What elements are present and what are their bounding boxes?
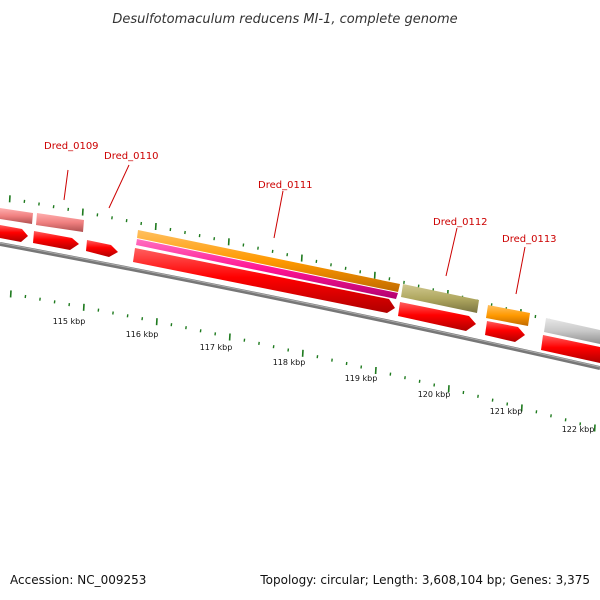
genome-backbone bbox=[0, 242, 600, 370]
gene-label-dred-0111: Dred_0111 bbox=[258, 180, 313, 191]
kbp-label: 121 kbp bbox=[490, 407, 523, 416]
gene-label-dred-0112: Dred_0112 bbox=[433, 217, 488, 228]
feature-dred-0109 bbox=[36, 213, 84, 232]
kbp-scale: 115 kbp 116 kbp 117 kbp 118 kbp 119 kbp … bbox=[53, 317, 595, 434]
kbp-label: 122 kbp bbox=[562, 425, 595, 434]
feature-dred-0111-orange bbox=[137, 230, 400, 292]
cds-arrow-1 bbox=[0, 225, 28, 242]
feature-dred-0112 bbox=[401, 284, 479, 313]
leader-dred-0111 bbox=[273, 190, 284, 239]
kbp-label: 117 kbp bbox=[200, 343, 233, 352]
feature-grey-right bbox=[544, 318, 600, 344]
genome-summary-text: Topology: circular; Length: 3,608,104 bp… bbox=[260, 573, 590, 587]
accession-text: Accession: NC_009253 bbox=[10, 573, 147, 587]
cds-arrow-4 bbox=[133, 248, 395, 313]
kbp-label: 120 kbp bbox=[418, 390, 451, 399]
gene-label-dred-0109: Dred_0109 bbox=[44, 141, 99, 152]
cds-arrow-5 bbox=[398, 302, 476, 331]
kbp-label: 116 kbp bbox=[126, 330, 159, 339]
leader-dred-0113 bbox=[515, 246, 526, 295]
leader-dred-0110 bbox=[108, 164, 130, 209]
page-title: Desulfotomaculum reducens MI-1, complete… bbox=[112, 12, 457, 27]
leader-dred-0112 bbox=[445, 227, 458, 277]
cds-arrow-2 bbox=[33, 231, 79, 250]
gene-label-dred-0110: Dred_0110 bbox=[104, 151, 159, 162]
cds-arrow-3 bbox=[86, 240, 118, 257]
kbp-label: 118 kbp bbox=[273, 358, 306, 367]
genome-backbone-highlight bbox=[0, 242, 600, 368]
feature-dred-0113 bbox=[486, 305, 530, 326]
feature-dred-0111-magenta bbox=[136, 239, 398, 299]
kbp-label: 115 kbp bbox=[53, 317, 86, 326]
leader-dred-0109 bbox=[63, 169, 69, 201]
tick-row-lower bbox=[9, 290, 596, 432]
feature-pink-left bbox=[0, 208, 33, 224]
cds-arrow-6 bbox=[485, 321, 525, 342]
kbp-label: 119 kbp bbox=[345, 374, 378, 383]
cds-arrow-7 bbox=[541, 335, 600, 363]
gene-label-dred-0113: Dred_0113 bbox=[502, 234, 557, 245]
